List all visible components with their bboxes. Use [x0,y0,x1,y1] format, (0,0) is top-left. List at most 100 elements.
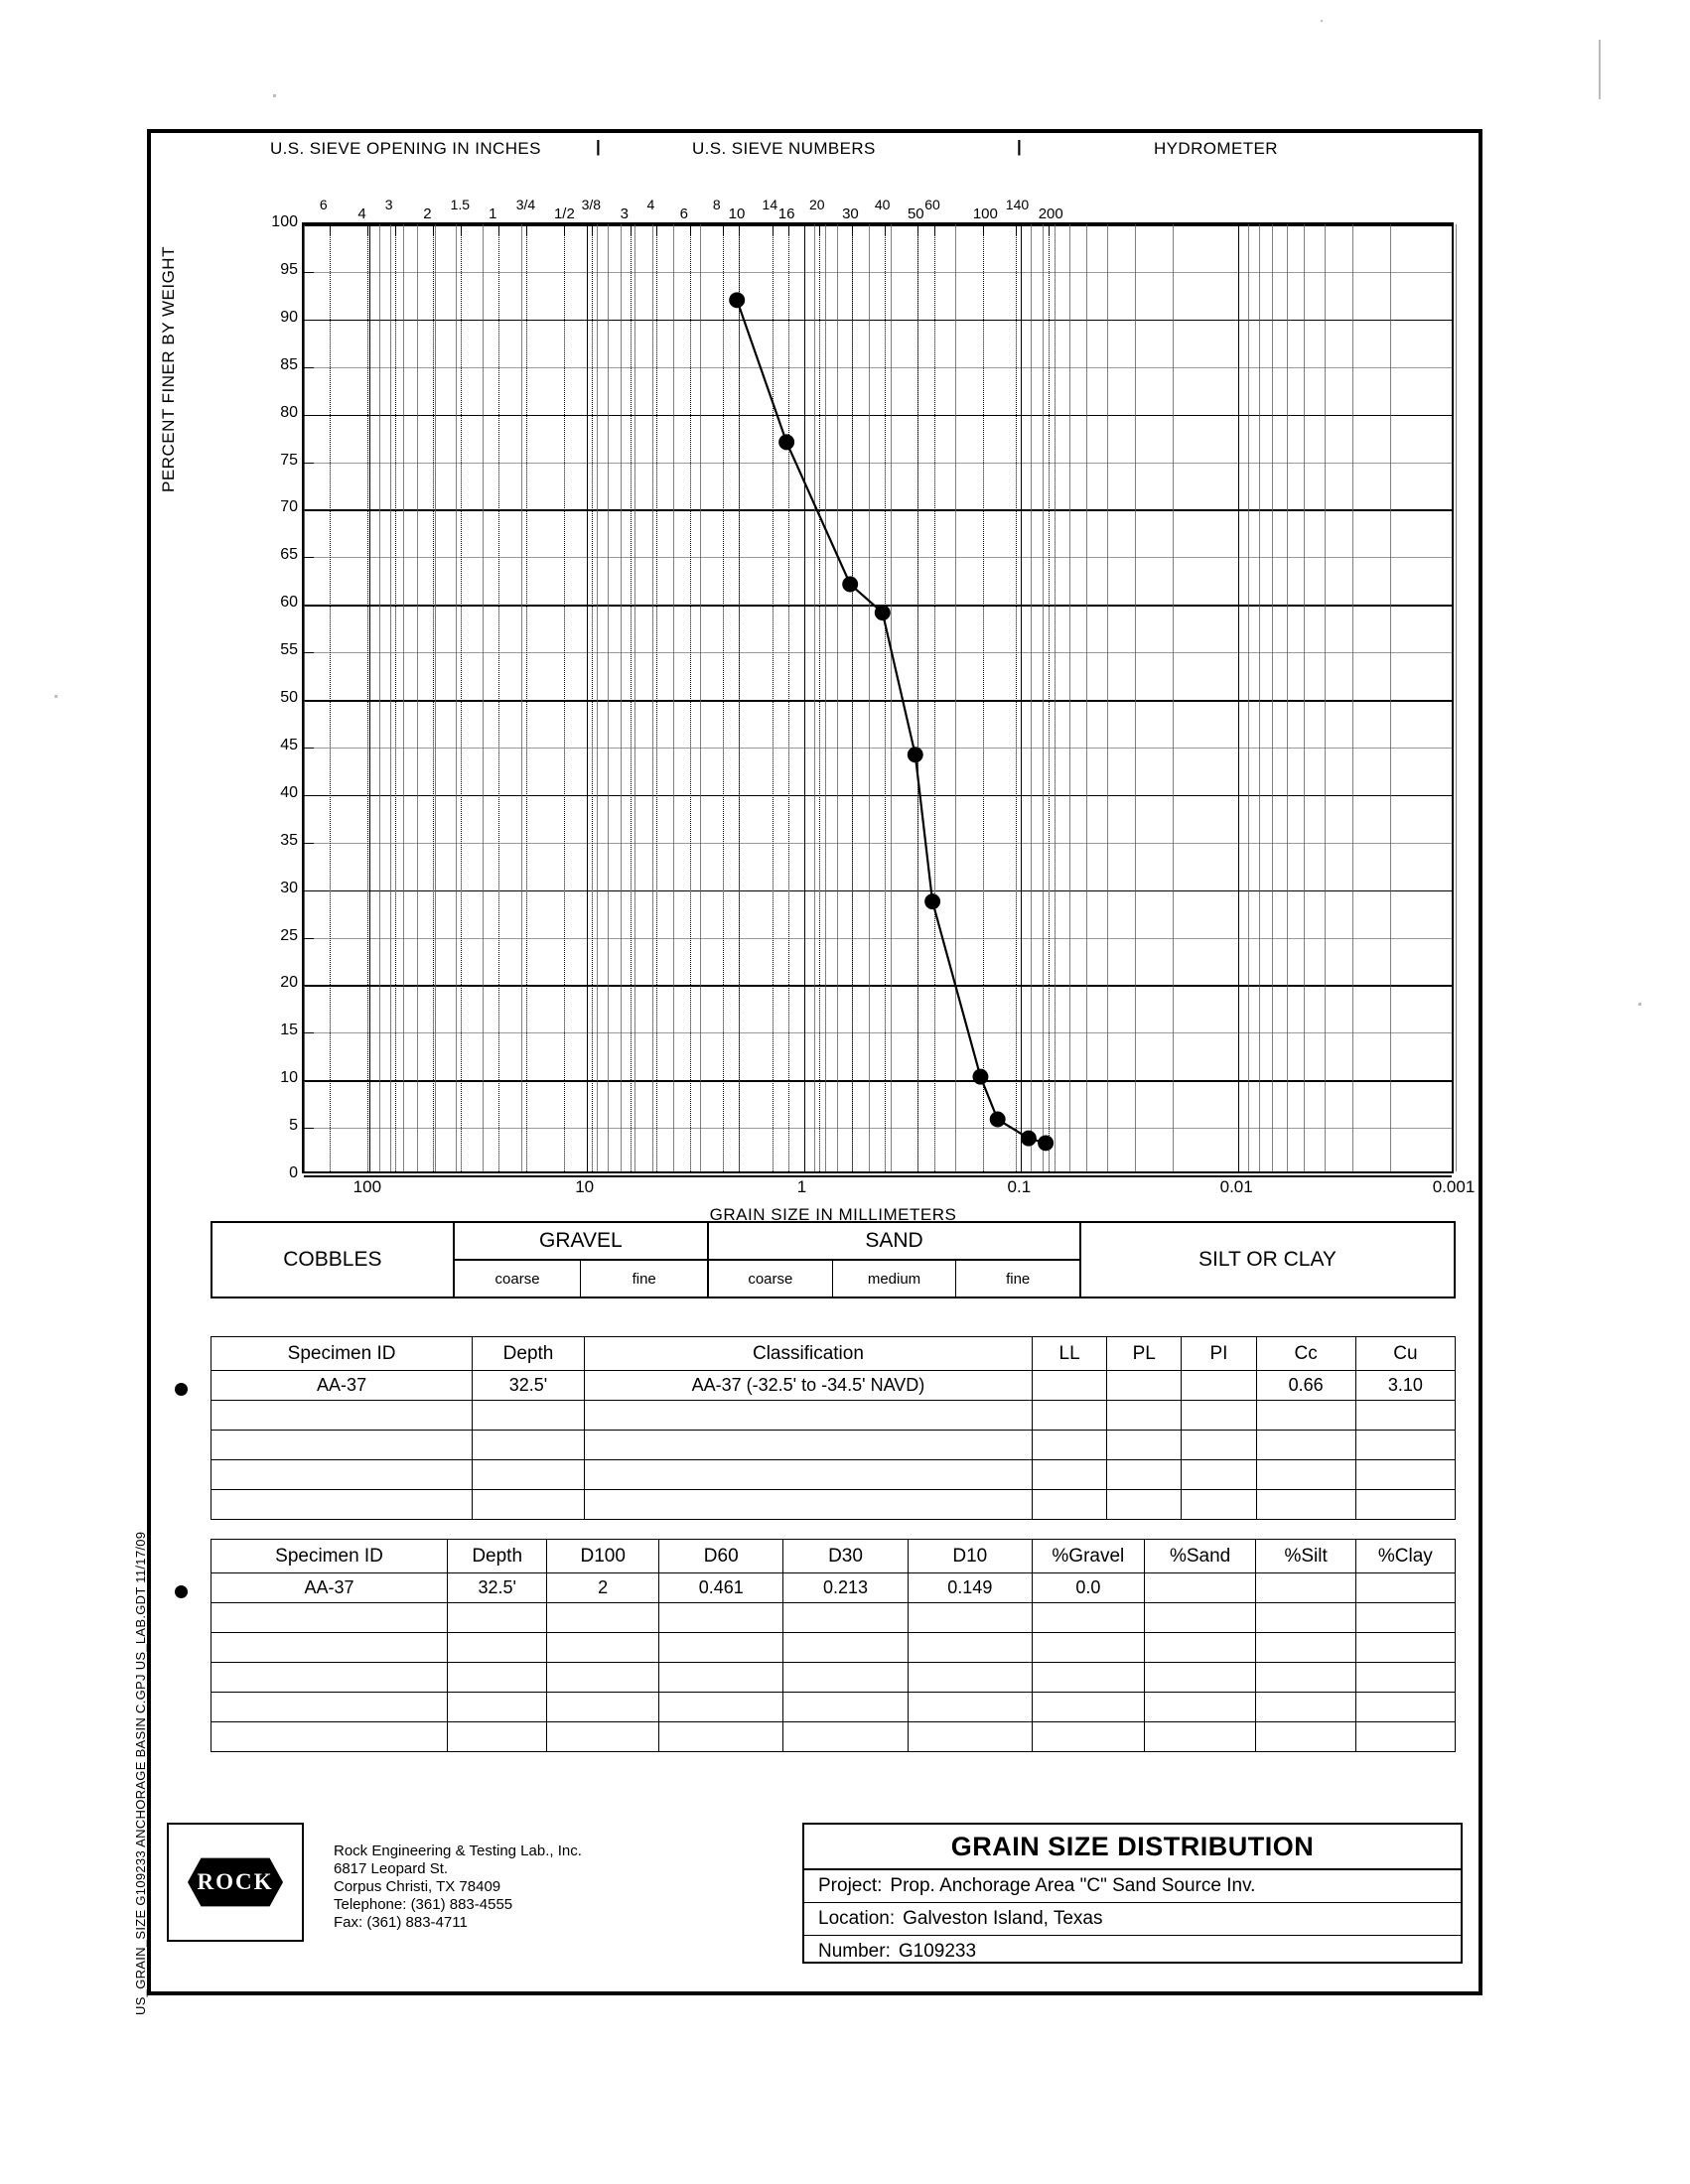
column-header: %Gravel [1031,1539,1145,1573]
data-point [1020,1130,1037,1147]
sieve-tick-mark [1048,224,1050,236]
table-row-empty [210,1430,1457,1460]
cell-empty [1143,1602,1257,1633]
sieve-label: 3/4 [515,197,536,212]
column-header: Cc [1255,1336,1356,1371]
cell-empty [583,1400,1033,1431]
sieve-line [1015,224,1018,1171]
x-tick-label: 0.001 [1432,1177,1476,1196]
table-row: AA-37 32.5' AA-37 (-32.5' to -34.5' NAVD) 0… [210,1370,1457,1401]
data-point [972,1068,989,1085]
company-street: 6817 Leopard St. [334,1860,449,1877]
cell-sand [1143,1572,1257,1603]
chart-header-labels: U.S. SIEVE OPENING IN INCHES | U.S. SIEV… [151,137,1479,167]
cell-empty [1143,1721,1257,1752]
sieve-line [722,224,725,1171]
y-tick-mark [304,462,314,464]
cell-empty [782,1692,909,1722]
gridline-vertical [1173,224,1175,1171]
y-tick-mark [304,509,314,511]
cell-empty [1255,1602,1356,1633]
cell-empty [1031,1400,1108,1431]
grid-layer [304,224,1457,1177]
cell-empty [210,1632,449,1663]
cell-empty [658,1721,784,1752]
gridline-vertical [651,224,653,1171]
gridline-vertical [402,224,404,1171]
gridline-vertical [672,224,674,1171]
y-tick-mark [304,557,314,559]
gridline-horizontal [304,414,1452,417]
y-tick-mark [304,224,314,225]
plot-area [302,222,1457,1177]
y-tick-mark [304,700,314,701]
sieve-tick-mark [772,224,774,236]
sieve-label: 3 [620,205,629,222]
sieve-line [1048,224,1051,1171]
cell-empty [782,1602,909,1633]
gridline-horizontal [304,652,1452,654]
y-tick-mark [304,1175,314,1176]
x-tick-label: 0.1 [1007,1177,1032,1196]
sieve-tick-mark [367,224,369,236]
y-tick-mark [304,319,314,321]
sieve-line [367,224,369,1171]
y-tick-mark [304,985,314,987]
cell-empty [1106,1489,1183,1520]
data-point [924,893,941,910]
sieve-line [630,224,633,1171]
gravel-cell: GRAVEL coarse fine [454,1223,709,1297]
gridline-vertical [1390,224,1392,1171]
scan-speckle [1638,1003,1641,1006]
y-tick-label: 60 [280,594,298,612]
cell-empty [1255,1662,1356,1693]
sieve-label: 1.5 [450,197,471,212]
specimen-gradation-table: Specimen ID Depth D100 D60 D30 D10 %Gravel %San… [210,1539,1457,1752]
sieve-tick-mark [563,224,565,236]
gridline-vertical [390,224,392,1171]
sieve-label: 4 [646,197,655,212]
soil-classification-bar: COBBLES GRAVEL coarse fine SAND coarse m… [211,1221,1456,1298]
gridline-vertical [813,224,815,1171]
cell-empty [1354,1602,1457,1633]
gridline-vertical [620,224,622,1171]
x-axis-tick-labels: 100 10 1 0.1 0.01 0.001 [302,1177,1476,1201]
cell-empty [210,1721,449,1752]
gridline-vertical [304,224,305,1171]
sieve-tick-mark [498,224,500,236]
sieve-label: 100 [972,205,998,222]
sieve-label: 8 [712,197,721,212]
y-tick-label: 95 [280,260,298,278]
gravel-fine-label: fine [632,1270,656,1288]
cell-empty [782,1632,909,1663]
sieve-label: 1/2 [553,205,575,222]
cell-empty [210,1662,449,1693]
cell-d60: 0.461 [658,1572,784,1603]
cell-empty [1031,1662,1145,1693]
cell-empty [658,1602,784,1633]
column-header: D10 [907,1539,1033,1573]
cell-d30: 0.213 [782,1572,909,1603]
gridline-vertical [700,224,702,1171]
number-label: Number: [818,1941,891,1962]
y-tick-label: 35 [280,831,298,849]
cell-silt [1255,1572,1356,1603]
gridline-horizontal [304,224,1452,226]
cell-ll [1031,1370,1108,1401]
gridline-horizontal [304,366,1452,368]
cell-empty [1031,1489,1108,1520]
cell-empty [546,1662,660,1693]
cell-empty [1106,1430,1183,1460]
y-tick-label: 75 [280,451,298,469]
gridline-horizontal [304,700,1452,702]
gradation-curve-line [736,299,1047,1145]
column-header: LL [1031,1336,1108,1371]
data-point [729,292,746,309]
sieve-label: 16 [777,205,795,222]
sieve-numbers-header: U.S. SIEVE NUMBERS [692,139,876,158]
header-divider-1: | [596,137,601,156]
gridline-vertical [1259,224,1261,1171]
project-label: Project: [818,1875,883,1896]
cell-empty [1354,1400,1457,1431]
company-fax: Fax: (361) 883-4711 [334,1914,468,1931]
